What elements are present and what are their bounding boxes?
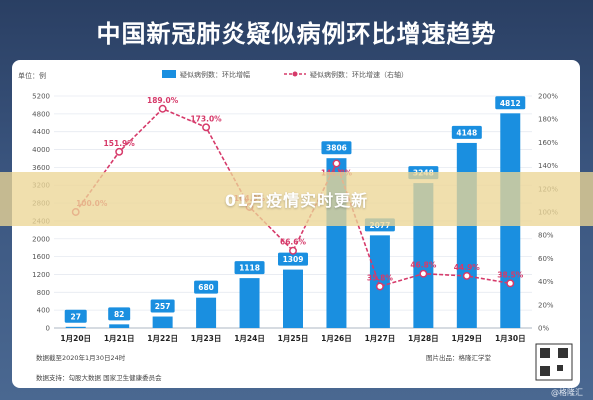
growth-label: 66.6%: [280, 238, 307, 247]
qr-code-icon: [557, 365, 563, 371]
growth-point: [462, 271, 471, 280]
y-left-tick: 1600: [32, 253, 50, 261]
x-tick-label: 1月29日: [451, 334, 482, 343]
footer-producer: 图片出品：格隆汇学堂: [426, 353, 492, 362]
y-left-tick: 4400: [32, 128, 50, 136]
footer-source: 数据支持：勾股大数据 国家卫生健康委员会: [36, 373, 162, 382]
y-left-tick: 2000: [32, 235, 50, 243]
y-right-tick: 80%: [538, 232, 554, 240]
legend-bar-label: 疑似病例数：环比增幅: [180, 70, 250, 79]
y-left-tick: 3600: [32, 164, 50, 172]
y-left-tick: 5200: [32, 93, 50, 101]
y-left-tick: 1200: [32, 271, 50, 279]
qr-code-icon: [540, 366, 550, 376]
x-tick-label: 1月26日: [321, 334, 352, 343]
growth-label: 38.5%: [497, 270, 524, 279]
growth-label: 46.8%: [410, 261, 437, 270]
bar: [109, 324, 130, 328]
x-tick-label: 1月21日: [104, 334, 135, 343]
bar: [369, 235, 390, 328]
growth-point: [115, 147, 124, 156]
x-tick-label: 1月22日: [147, 334, 178, 343]
growth-point: [332, 159, 341, 168]
growth-label: 44.9%: [454, 263, 481, 272]
bar-value-label: 1118: [239, 264, 260, 273]
bar: [456, 142, 477, 328]
bar: [65, 326, 86, 328]
x-tick-label: 1月25日: [278, 334, 309, 343]
y-right-tick: 180%: [538, 116, 558, 124]
bar-value-box: [108, 307, 131, 321]
bar-value-box: [451, 125, 482, 139]
bar-value-label: 1309: [283, 255, 304, 264]
y-right-tick: 140%: [538, 162, 558, 170]
growth-line: [75, 107, 511, 288]
footer-cutoff: 数据截至2020年1月30日24时: [36, 353, 126, 362]
bar-value-box: [150, 299, 175, 313]
watermark: @格隆汇: [551, 388, 583, 397]
bar: [283, 269, 303, 328]
growth-point: [375, 282, 384, 291]
bar-value-box: [234, 261, 265, 275]
chart-svg: 单位：例 疑似病例数：环比增幅 疑似病例数：环比增速（右轴） 0 400 800 1200 1…: [18, 70, 573, 382]
y-right-tick: 20%: [538, 301, 554, 309]
y-right-tick: 40%: [538, 278, 554, 286]
bar: [239, 278, 260, 328]
bar-value-label: 4812: [500, 99, 521, 108]
x-tick-label: 1月27日: [365, 334, 396, 343]
legend-line-label: 疑似病例数：环比增速（右轴）: [310, 70, 408, 79]
bar-value-label: 257: [155, 302, 171, 311]
x-tick-label: 1月24日: [234, 334, 265, 343]
x-tick-label: 1月20日: [60, 334, 91, 343]
qr-code-icon: [558, 348, 568, 358]
bar: [152, 316, 173, 328]
x-tick-label: 1月28日: [408, 334, 439, 343]
unit-label: 单位：例: [18, 71, 46, 80]
growth-label: 35.8%: [367, 273, 394, 282]
bar-value-label: 27: [71, 312, 81, 321]
page-title: 中国新冠肺炎疑似病例环比增速趋势: [96, 20, 497, 48]
growth-label: 189.0%: [147, 96, 179, 105]
bar-value-box: [495, 96, 526, 110]
bar-value-box: [278, 252, 308, 266]
bar-value-box: [321, 141, 352, 155]
growth-point: [289, 246, 297, 255]
x-tick-label: 1月30日: [495, 334, 526, 343]
y-left-tick: 800: [37, 289, 50, 297]
growth-point: [202, 123, 211, 132]
growth-label: 151.9%: [104, 139, 136, 148]
growth-point: [158, 104, 167, 113]
y-left-tick: 400: [37, 307, 50, 315]
growth-point: [419, 269, 428, 278]
bar-value-label: 680: [198, 283, 214, 292]
qr-code-icon: [540, 348, 550, 358]
legend-line-marker: [292, 71, 298, 77]
y-right-tick: 60%: [538, 255, 554, 263]
y-left-tick: 0: [46, 325, 50, 333]
bar-value-box: [64, 309, 87, 323]
growth-point: [506, 279, 515, 288]
bar-value-label: 4148: [456, 128, 477, 137]
y-left-tick: 4800: [32, 110, 50, 118]
bar-value-label: 82: [114, 310, 124, 319]
x-tick-label: 1月23日: [191, 334, 222, 343]
bar-value-box: [194, 280, 219, 294]
y-right-tick: 0%: [538, 325, 549, 333]
update-banner: 01月疫情实时更新: [0, 172, 593, 226]
legend-bar-swatch: [162, 70, 176, 78]
growth-label: 173.0%: [190, 114, 222, 123]
y-right-tick: 160%: [538, 139, 558, 147]
bar-value-label: 3806: [326, 144, 347, 153]
y-right-tick: 200%: [538, 93, 558, 101]
bar: [196, 297, 217, 328]
y-left-tick: 4000: [32, 146, 50, 154]
